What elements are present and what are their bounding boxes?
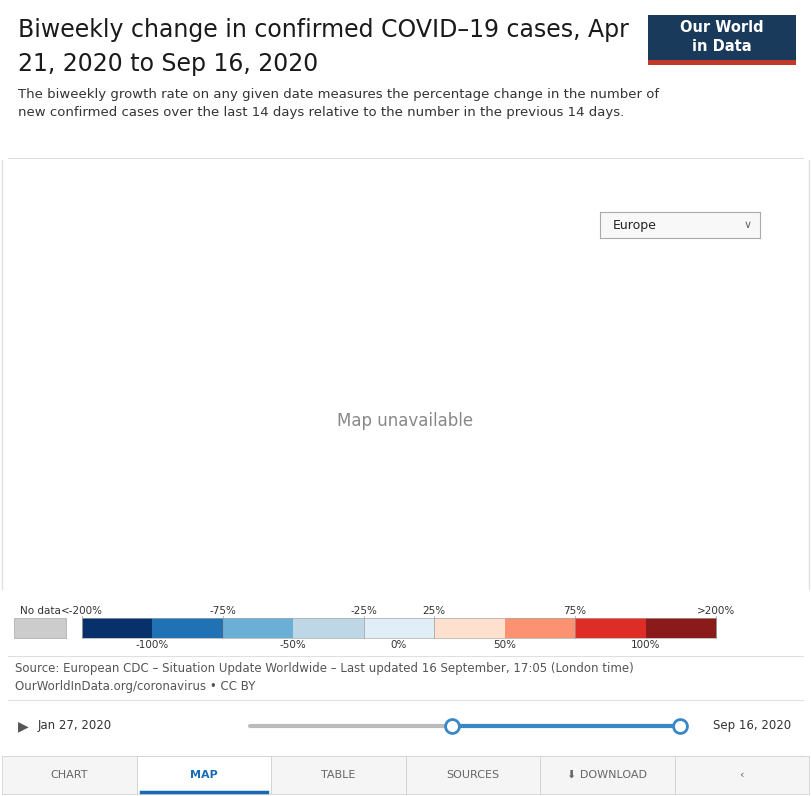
Text: ▶: ▶ xyxy=(18,719,28,733)
Bar xyxy=(648,60,796,65)
Bar xyxy=(0,0,811,160)
Text: 0%: 0% xyxy=(391,640,407,650)
Text: <-200%: <-200% xyxy=(61,606,103,616)
Text: 75%: 75% xyxy=(564,606,586,616)
Bar xyxy=(646,618,716,638)
Text: Jan 27, 2020: Jan 27, 2020 xyxy=(38,720,112,732)
Bar xyxy=(82,618,716,638)
Text: -25%: -25% xyxy=(350,606,377,616)
Text: Europe: Europe xyxy=(613,218,657,232)
Text: TABLE: TABLE xyxy=(321,770,355,780)
Text: Sep 16, 2020: Sep 16, 2020 xyxy=(713,720,791,732)
Text: No data: No data xyxy=(19,606,61,616)
Bar xyxy=(504,618,576,638)
Text: MAP: MAP xyxy=(190,770,217,780)
Text: SOURCES: SOURCES xyxy=(446,770,500,780)
Bar xyxy=(0,590,811,796)
Text: CHART: CHART xyxy=(50,770,88,780)
Bar xyxy=(294,618,364,638)
Text: ‹: ‹ xyxy=(740,770,744,780)
Text: -75%: -75% xyxy=(209,606,236,616)
Text: Our World
in Data: Our World in Data xyxy=(680,20,764,54)
Text: Map unavailable: Map unavailable xyxy=(337,412,474,430)
Text: 21, 2020 to Sep 16, 2020: 21, 2020 to Sep 16, 2020 xyxy=(18,52,318,76)
Text: Biweekly change in confirmed COVID–19 cases, Apr: Biweekly change in confirmed COVID–19 ca… xyxy=(18,18,629,42)
Text: 25%: 25% xyxy=(423,606,446,616)
Bar xyxy=(406,756,540,794)
Text: The biweekly growth rate on any given date measures the percentage change in the: The biweekly growth rate on any given da… xyxy=(18,88,659,119)
Bar xyxy=(152,618,223,638)
Text: -100%: -100% xyxy=(135,640,169,650)
Bar xyxy=(271,756,406,794)
Text: >200%: >200% xyxy=(697,606,735,616)
Bar xyxy=(82,618,153,638)
Bar xyxy=(223,618,294,638)
Bar xyxy=(364,618,435,638)
Bar xyxy=(575,618,646,638)
Bar xyxy=(648,15,796,65)
Text: 100%: 100% xyxy=(631,640,660,650)
Text: -50%: -50% xyxy=(280,640,307,650)
Bar xyxy=(434,618,505,638)
Bar xyxy=(675,756,809,794)
Bar xyxy=(136,756,271,794)
Text: ⬇ DOWNLOAD: ⬇ DOWNLOAD xyxy=(567,770,647,780)
Bar xyxy=(14,618,66,638)
Text: 50%: 50% xyxy=(493,640,516,650)
Text: Source: European CDC – Situation Update Worldwide – Last updated 16 September, 1: Source: European CDC – Situation Update … xyxy=(15,662,633,693)
Text: ∨: ∨ xyxy=(743,220,751,230)
Bar xyxy=(540,756,675,794)
Bar xyxy=(2,756,136,794)
